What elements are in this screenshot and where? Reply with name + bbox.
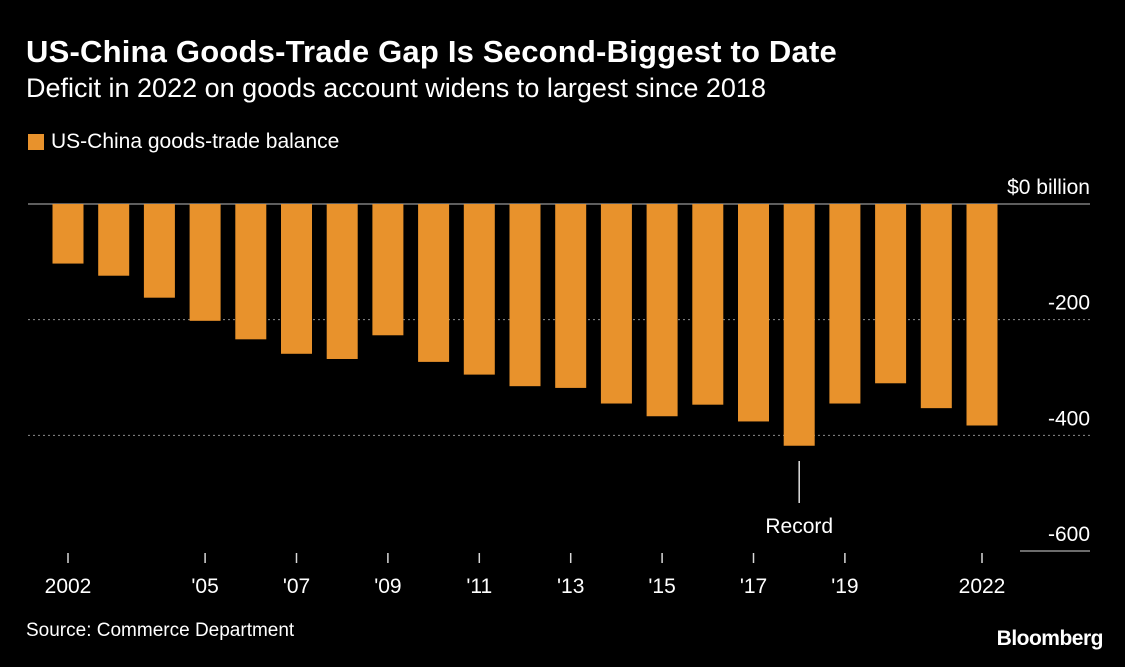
chart-subtitle: Deficit in 2022 on goods account widens …	[26, 73, 766, 103]
bar-2007	[281, 204, 312, 354]
bars	[52, 204, 998, 446]
bar-2005	[189, 204, 221, 321]
x-tick-label: '19	[831, 575, 858, 598]
legend-swatch	[28, 134, 44, 150]
x-tick-label: '05	[191, 575, 218, 598]
bar-2021	[920, 204, 952, 409]
bar-2008	[326, 204, 358, 359]
bar-2012	[509, 204, 541, 387]
x-tick-label: '07	[283, 575, 310, 598]
annotation-label: Record	[765, 515, 833, 538]
y-tick-label: -600	[1048, 523, 1090, 546]
bar-2002	[52, 204, 84, 264]
bar-2009	[372, 204, 404, 336]
bar-2015	[646, 204, 678, 417]
bar-2010	[418, 204, 450, 362]
y-tick-label: -200	[1048, 292, 1090, 315]
x-tick-label: 2022	[959, 575, 1006, 598]
x-tick-label: '17	[740, 575, 767, 598]
bar-2004	[143, 204, 175, 298]
y-tick-label: $0 billion	[1007, 176, 1090, 199]
bar-2011	[463, 204, 495, 375]
bar-2018	[783, 204, 815, 446]
bar-2020	[875, 204, 907, 384]
annotation: Record	[765, 461, 833, 538]
bar-2022	[966, 204, 998, 426]
source-note: Source: Commerce Department	[26, 620, 295, 641]
brand-logo: Bloomberg	[996, 627, 1104, 650]
chart-title: US-China Goods-Trade Gap Is Second-Bigge…	[26, 34, 837, 69]
legend-label: US-China goods-trade balance	[51, 130, 340, 153]
bar-2019	[829, 204, 861, 404]
bar-2016	[692, 204, 724, 405]
bar-2017	[738, 204, 769, 422]
x-tick-label: '13	[557, 575, 584, 598]
y-axis-labels: $0 billion -200 -400 -600	[1007, 176, 1090, 552]
x-axis: 2002 '05 '07 '09 '11 '13 '15 '17 '19 2022	[45, 553, 1006, 598]
bar-2006	[235, 204, 267, 340]
bar-2013	[555, 204, 587, 388]
x-tick-label: '11	[466, 575, 492, 598]
y-tick-label: -400	[1048, 407, 1090, 430]
bar-2014	[600, 204, 632, 404]
x-tick-label: '09	[374, 575, 401, 598]
bar-2003	[98, 204, 130, 276]
x-tick-label: 2002	[45, 575, 92, 598]
x-tick-label: '15	[648, 575, 675, 598]
legend: US-China goods-trade balance	[28, 130, 339, 154]
